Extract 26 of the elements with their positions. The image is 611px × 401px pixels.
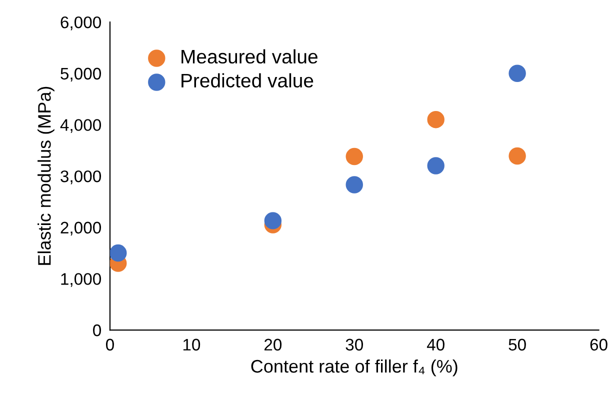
x-tick-label: 20 bbox=[264, 338, 282, 351]
point bbox=[427, 157, 444, 174]
x-tick-label: 10 bbox=[183, 338, 200, 351]
point bbox=[508, 147, 526, 165]
point bbox=[508, 64, 526, 82]
x-tick-label: 40 bbox=[426, 338, 444, 351]
y-tick-label: 3,000 bbox=[60, 170, 101, 184]
y-tick-label: 1,000 bbox=[61, 273, 101, 287]
y-tick-label: 5,000 bbox=[60, 68, 101, 82]
y-axis-title: Elastic modulus (MPa) bbox=[38, 86, 54, 265]
y-tick-label: 4,000 bbox=[60, 119, 101, 133]
point bbox=[346, 148, 363, 166]
x-axis-title: Content rate of filler f₄ (%) bbox=[251, 359, 458, 376]
x-tick-label: 50 bbox=[508, 338, 526, 351]
legend-label: Measured value bbox=[182, 49, 318, 64]
x-tick-label: 60 bbox=[590, 338, 608, 351]
point bbox=[427, 110, 444, 128]
y-tick-label: 2,000 bbox=[60, 222, 101, 236]
point bbox=[110, 244, 127, 262]
y-tick-label: 6,000 bbox=[60, 16, 101, 30]
point bbox=[346, 176, 363, 194]
x-tick-label: 30 bbox=[346, 338, 363, 351]
point bbox=[264, 212, 282, 230]
x-tick-label: 0 bbox=[106, 338, 114, 351]
legend-label: Predicted value bbox=[182, 73, 314, 88]
y-tick-label: 0 bbox=[93, 324, 101, 336]
